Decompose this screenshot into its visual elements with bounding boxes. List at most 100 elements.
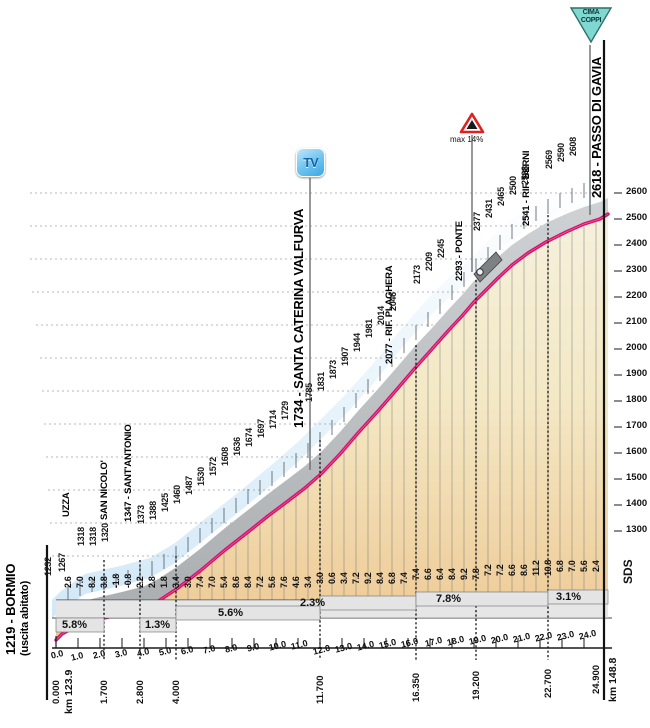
start-location-sublabel: (uscita abitato) — [19, 580, 31, 656]
elevation-label: 1981 — [364, 319, 374, 338]
sky-band — [52, 182, 604, 618]
gradient-label: 1.8 — [159, 576, 169, 588]
segment-average-label: 1.3% — [145, 619, 171, 631]
elevation-label: 2500 — [508, 176, 518, 195]
gradient-label: 9.2 — [459, 568, 469, 580]
elevation-label: 2590 — [556, 143, 566, 162]
y-axis-label: 2400 — [626, 238, 648, 249]
gradient-label: 8.2 — [87, 576, 97, 588]
tv-icon[interactable]: TV — [296, 148, 325, 177]
gradient-label: 7.2 — [351, 572, 361, 584]
gradient-label: 6.8 — [555, 560, 565, 572]
gradient-label: 6.8 — [387, 572, 397, 584]
race-km-start: km 123.9 — [63, 669, 75, 714]
gradient-label: -0.8 — [123, 574, 133, 588]
elevation-label: 2465 — [496, 187, 506, 206]
gradient-label: 10.8 — [543, 560, 553, 576]
elevation-label: 1714 — [268, 410, 278, 429]
elevation-label: 1907 — [340, 347, 350, 366]
gradient-label: 8.4 — [447, 568, 457, 580]
y-axis-label: 2100 — [626, 316, 648, 327]
place-label-santantonio: 1347 - SANT'ANTONIO — [123, 424, 134, 522]
y-axis-label: 1700 — [626, 420, 648, 431]
segment-average-label: 7.8% — [436, 593, 462, 605]
y-axis-label: 1600 — [626, 446, 648, 457]
elevation-label: 1318 — [76, 527, 86, 546]
gradient-label: 8.6 — [519, 564, 529, 576]
y-axis-label: 2300 — [626, 264, 648, 275]
elevation-ticks — [67, 183, 585, 600]
gradient-label: 7.0 — [207, 576, 217, 588]
elevation-label: 1572 — [208, 457, 218, 476]
start-location-label: 1219 - BORMIO — [3, 563, 18, 655]
km-marker: 4.000 — [171, 680, 182, 704]
gradient-label: 4.6 — [291, 576, 301, 588]
summit-location-label: 2618 - PASSO DI GAVIA — [589, 56, 604, 198]
y-axis-label: 1400 — [626, 498, 648, 509]
place-label-uzza: UZZA — [61, 492, 72, 517]
profile-fill — [56, 214, 608, 640]
segment-average-label: 3.1% — [556, 591, 582, 603]
gradient-label: 7.2 — [255, 576, 265, 588]
gradient-label: 6.6 — [507, 564, 517, 576]
gradient-label: 2.4 — [591, 560, 601, 572]
gradient-label: 6.4 — [435, 568, 445, 580]
gradient-label: 3.4 — [303, 576, 313, 588]
cima-coppi-marker[interactable]: CIMA COPPI — [568, 4, 614, 44]
km-marker: 11.700 — [315, 675, 326, 704]
elevation-label: 1831 — [316, 372, 326, 391]
x-axis — [52, 636, 612, 649]
elevation-label: 2046 — [388, 292, 398, 311]
km-marker: 1.700 — [99, 680, 110, 704]
segment-average-label: 2.3% — [300, 597, 326, 609]
warning-triangle-icon — [459, 112, 485, 134]
gradient-label: 5.6 — [579, 560, 589, 572]
ridge-band — [56, 198, 608, 640]
gradient-label: 7.4 — [399, 572, 409, 584]
ponte-marker — [473, 251, 503, 283]
elevation-label: 2569 — [544, 150, 554, 169]
elevation-label: 2245 — [436, 239, 446, 258]
gradient-label: 3.4 — [171, 576, 181, 588]
gradient-label: 7.4 — [411, 568, 421, 580]
km-marker: 0.000 — [51, 680, 62, 704]
gradient-label: 3.0 — [183, 576, 193, 588]
gradient-label: 8.4 — [375, 572, 385, 584]
cima-coppi-label: CIMA COPPI — [568, 9, 614, 25]
y-axis-label: 1900 — [626, 368, 648, 379]
km-marker: 16.350 — [411, 672, 422, 702]
elevation-label: 1487 — [184, 476, 194, 495]
gradient-label: 5.6 — [267, 576, 277, 588]
elevation-label: 2528 — [520, 166, 530, 185]
y-axis-label: 2600 — [626, 186, 648, 197]
gradient-label: 7.6 — [279, 576, 289, 588]
elevation-label: 2608 — [568, 137, 578, 156]
elevation-label: 1232 — [43, 557, 53, 576]
gradient-label: 7.2 — [483, 564, 493, 576]
elevation-label: 1873 — [328, 360, 338, 379]
gradient-label: 7.0 — [75, 576, 85, 588]
segment-average-label: 5.8% — [62, 619, 88, 631]
cima-coppi-triangle-icon — [569, 7, 613, 44]
elevation-label: 1674 — [244, 428, 254, 447]
y-axis-ticks — [614, 192, 622, 532]
max-gradient-warning — [459, 112, 485, 142]
y-axis-label: 1500 — [626, 472, 648, 483]
place-label-ponte: 2293 - PONTE — [454, 221, 465, 281]
elevation-label: 1697 — [256, 419, 266, 438]
elevation-label: 1460 — [172, 485, 182, 504]
elevation-label: 2431 — [484, 199, 494, 218]
axis-frames — [45, 40, 606, 700]
gradient-label: 2.6 — [63, 576, 73, 588]
elevation-label: 1530 — [196, 467, 206, 486]
gradient-label: 7.4 — [195, 576, 205, 588]
km-marker: 19.200 — [471, 670, 482, 700]
gradient-label: 2.8 — [147, 576, 157, 588]
gradient-label: 7.2 — [495, 564, 505, 576]
gradient-label: 3.0 — [315, 572, 325, 584]
race-km-end: km 148.8 — [607, 657, 619, 702]
y-axis-label: 2000 — [626, 342, 648, 353]
km-marker: 22.700 — [543, 668, 554, 698]
cima-coppi-line2: COPPI — [580, 17, 602, 24]
